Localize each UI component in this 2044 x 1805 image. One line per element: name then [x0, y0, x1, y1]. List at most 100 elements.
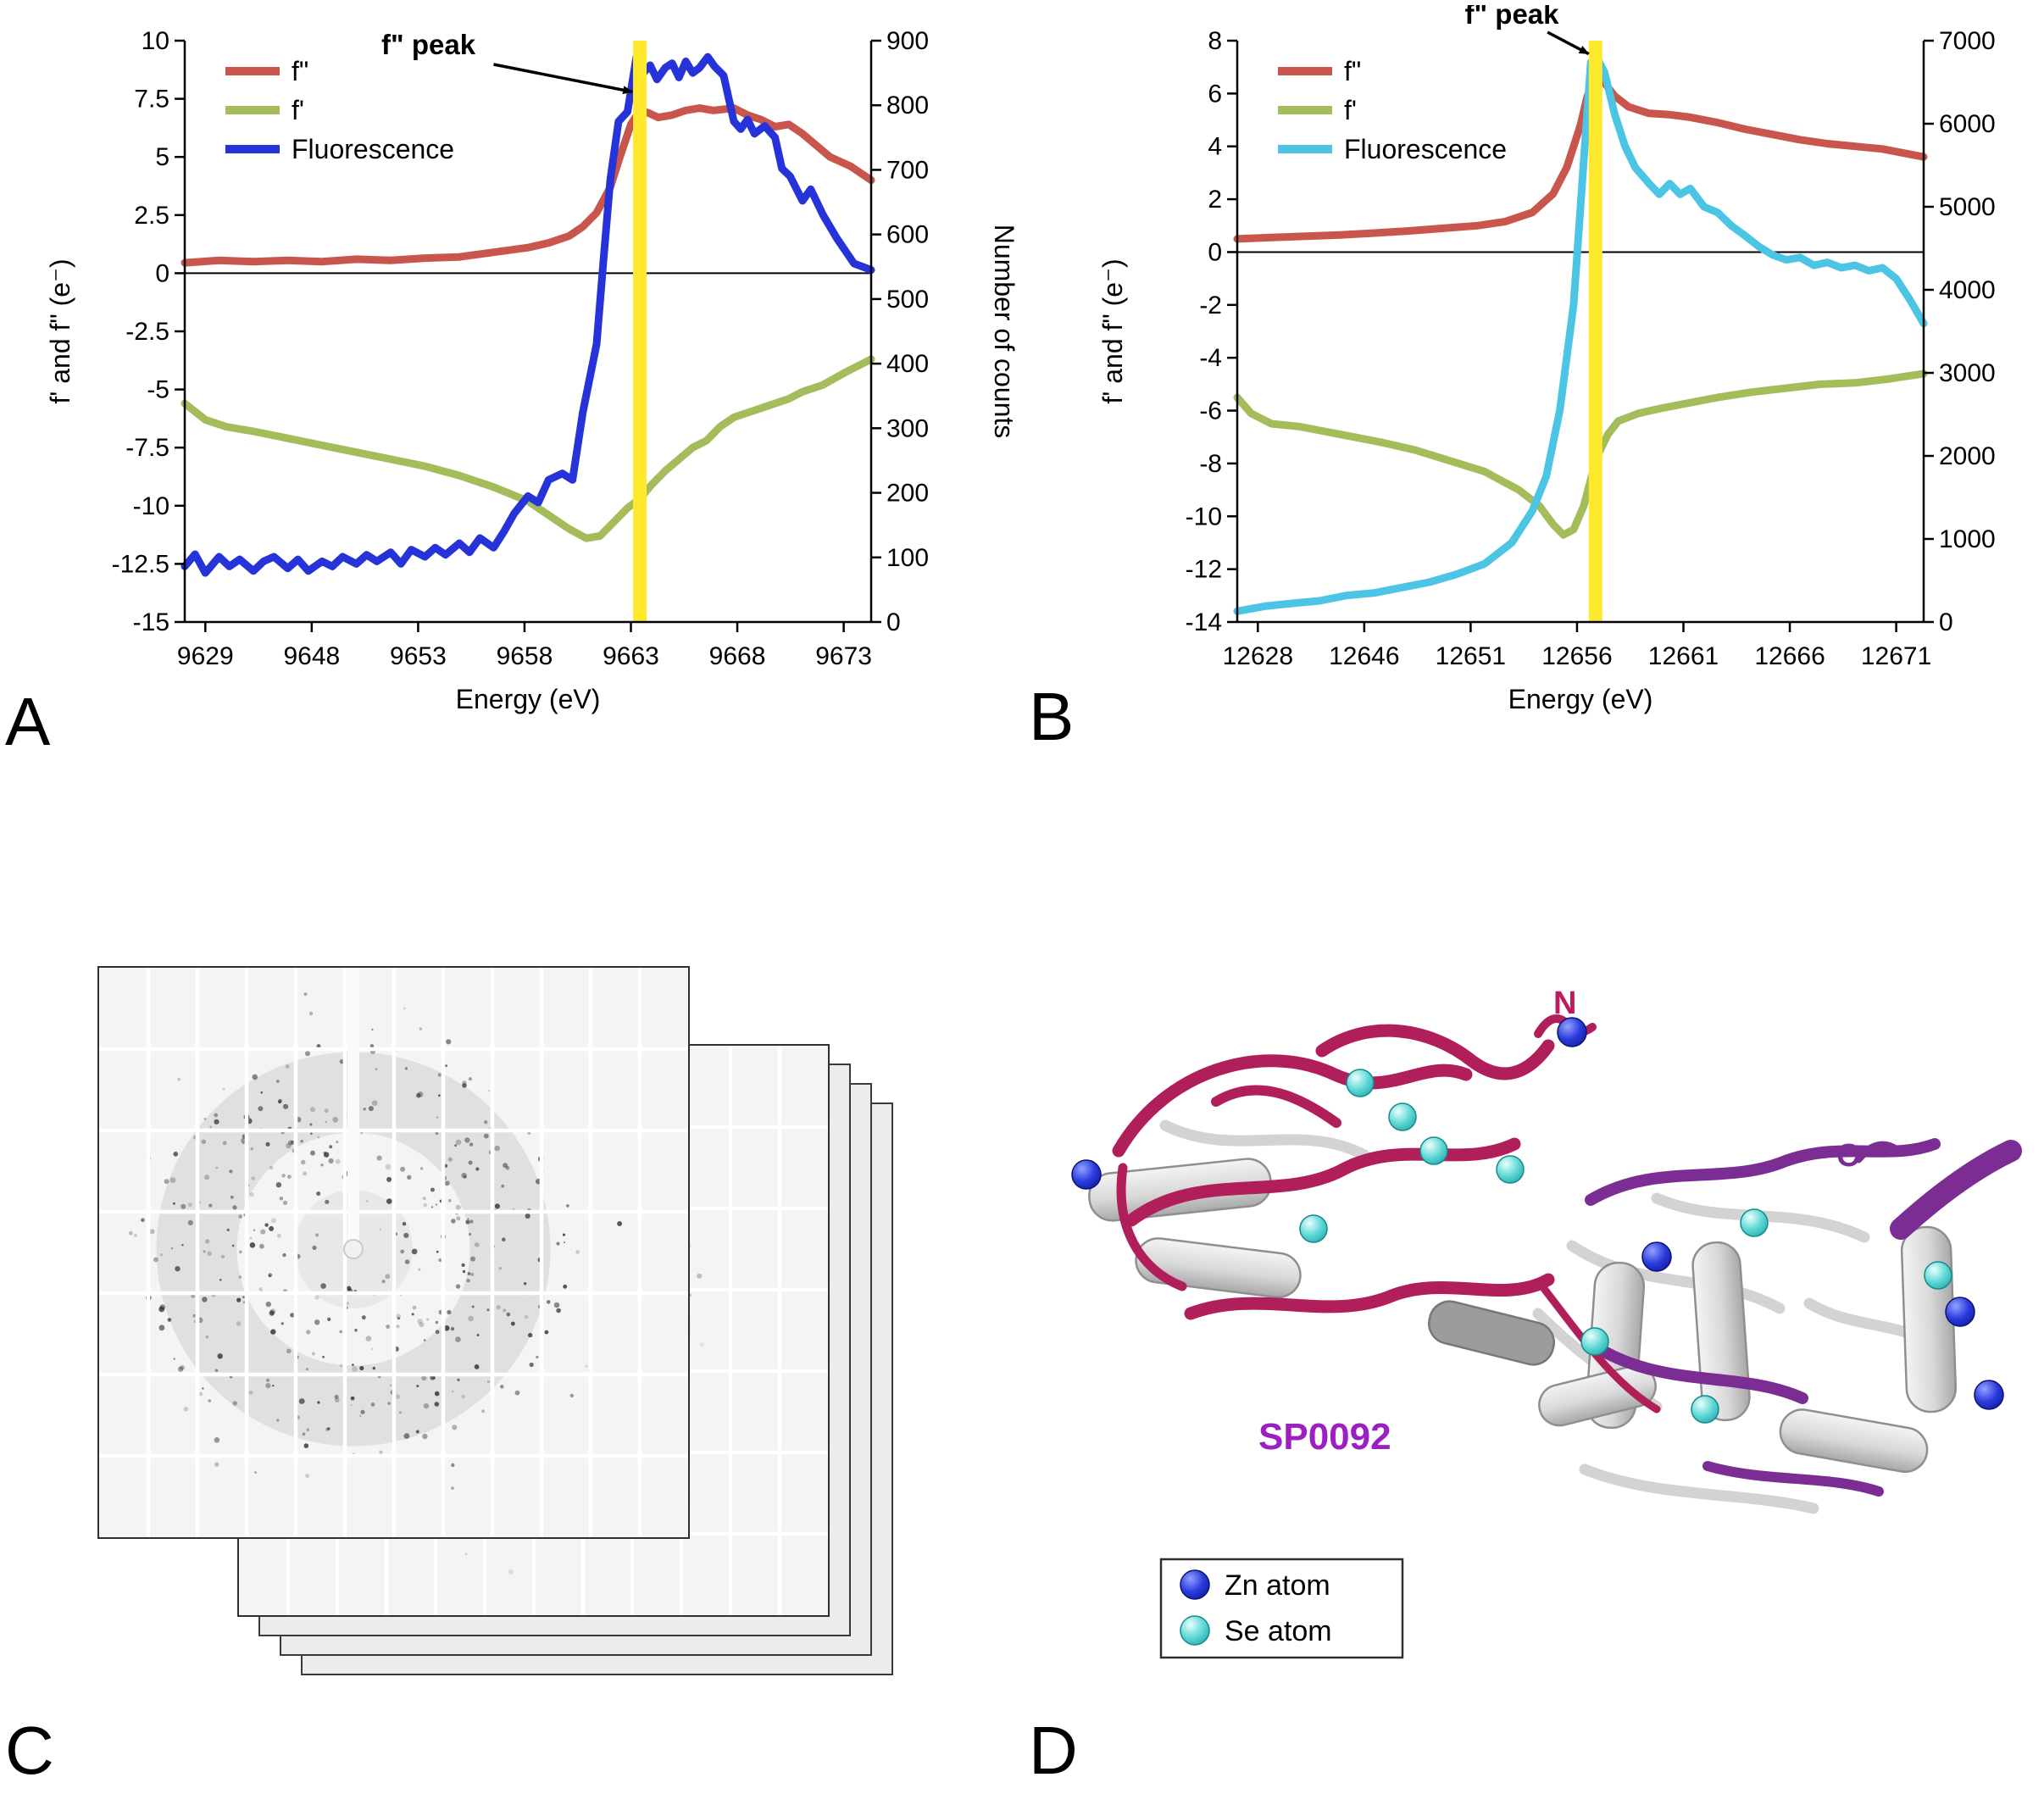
svg-text:300: 300	[886, 414, 929, 442]
svg-text:f": f"	[292, 56, 308, 86]
svg-text:1000: 1000	[1939, 525, 1996, 553]
svg-text:0: 0	[886, 608, 901, 636]
svg-text:200: 200	[886, 480, 929, 508]
svg-text:600: 600	[886, 221, 929, 249]
svg-text:Fluorescence: Fluorescence	[292, 134, 454, 164]
se-legend-sphere	[1180, 1615, 1210, 1646]
protein-structure-panel: N C SP0092 Zn atom Se atom	[1071, 986, 2022, 1659]
series	[181, 53, 875, 577]
svg-text:4000: 4000	[1939, 276, 1996, 304]
zn-atom-sphere	[1974, 1380, 2004, 1410]
legend: f" f' Fluorescence	[1278, 56, 1507, 164]
right-axis-title: Number of counts	[989, 225, 1015, 439]
svg-text:-14: -14	[1186, 608, 1222, 636]
detector-grid	[99, 968, 688, 1537]
zn-legend-sphere	[1180, 1569, 1210, 1600]
svg-text:6: 6	[1208, 80, 1222, 108]
svg-text:12651: 12651	[1436, 642, 1506, 670]
zn-atom-sphere	[1557, 1017, 1587, 1047]
svg-text:6000: 6000	[1939, 110, 1996, 138]
panel-label-b: B	[1029, 679, 1075, 754]
structure-legend: Zn atom Se atom	[1159, 1558, 1404, 1659]
zn-atom-sphere	[1945, 1297, 1975, 1327]
protein-cartoon: N C SP0092	[1071, 986, 2022, 1514]
se-atom-sphere	[1419, 1136, 1448, 1165]
diffraction-spots	[108, 983, 623, 1490]
protein-name-label: SP0092	[1258, 1416, 1391, 1458]
helix-cylinder	[1691, 1241, 1751, 1422]
svg-text:-2: -2	[1199, 292, 1222, 319]
left-axis-title: f' and f" (e⁻)	[1097, 258, 1128, 403]
svg-text:-7.5: -7.5	[125, 434, 169, 462]
svg-text:2000: 2000	[1939, 442, 1996, 470]
panel-label-d: D	[1029, 1713, 1078, 1788]
series-fluorescence	[1233, 55, 1928, 615]
se-atom-sphere	[1740, 1208, 1769, 1237]
svg-text:f" peak: f" peak	[381, 29, 476, 60]
svg-text:f" peak: f" peak	[1464, 5, 1559, 30]
svg-text:5: 5	[155, 143, 169, 171]
svg-text:f': f'	[1344, 95, 1357, 125]
n-terminus-label: N	[1553, 986, 1576, 1021]
zn-atom-sphere	[1641, 1241, 1672, 1272]
svg-text:0: 0	[1939, 608, 1953, 636]
se-atom-sphere	[1346, 1069, 1375, 1097]
svg-text:12628: 12628	[1223, 642, 1293, 670]
svg-text:7.5: 7.5	[134, 86, 169, 114]
helix-cylinder	[1779, 1408, 1929, 1474]
zn-legend-label: Zn atom	[1225, 1569, 1330, 1602]
svg-text:-8: -8	[1199, 450, 1222, 478]
helix-cylinder	[1428, 1300, 1555, 1366]
svg-text:f': f'	[292, 95, 304, 125]
x-axis-title: Energy (eV)	[1508, 684, 1653, 714]
svg-text:-10: -10	[133, 492, 169, 520]
svg-text:f": f"	[1344, 56, 1361, 86]
series-f-double-prime	[181, 104, 875, 267]
svg-text:5000: 5000	[1939, 193, 1996, 221]
svg-text:0: 0	[155, 259, 169, 287]
peak-annotation: f" peak	[381, 29, 634, 95]
legend: f" f' Fluorescence	[225, 56, 454, 164]
series	[1233, 55, 1928, 615]
se-atom-sphere	[1924, 1261, 1952, 1290]
svg-text:-4: -4	[1199, 344, 1222, 372]
svg-text:9629: 9629	[177, 642, 234, 670]
c-terminus-label: C	[1836, 1138, 1859, 1174]
svg-text:9648: 9648	[283, 642, 340, 670]
svg-text:500: 500	[886, 286, 929, 314]
annotation-arrow	[1547, 31, 1590, 56]
se-atom-sphere	[1299, 1214, 1328, 1243]
beamstop	[343, 1239, 364, 1259]
svg-text:12671: 12671	[1861, 642, 1931, 670]
helix-cylinder	[1088, 1158, 1272, 1222]
x-axis-title: Energy (eV)	[456, 684, 601, 714]
se-legend-label: Se atom	[1225, 1615, 1332, 1647]
svg-text:7000: 7000	[1939, 27, 1996, 55]
se-atom-sphere	[1580, 1327, 1609, 1356]
svg-text:100: 100	[886, 544, 929, 572]
svg-text:9668: 9668	[709, 642, 766, 670]
svg-text:4: 4	[1208, 133, 1222, 161]
svg-text:2.5: 2.5	[134, 202, 169, 230]
se-atom-sphere	[1496, 1155, 1525, 1184]
svg-text:-2.5: -2.5	[125, 318, 169, 346]
svg-text:-6: -6	[1199, 397, 1222, 425]
beamstop-arm	[347, 968, 359, 1244]
peak-highlight-band	[1588, 41, 1602, 622]
se-atom-sphere	[1691, 1395, 1719, 1424]
svg-text:-5: -5	[147, 376, 169, 404]
svg-text:12661: 12661	[1648, 642, 1719, 670]
series-f-prime	[1233, 369, 1928, 539]
annotation-arrow	[493, 63, 634, 95]
se-atom-sphere	[1388, 1102, 1417, 1131]
series-f-prime	[181, 355, 875, 542]
panel-b-anomalous-scan-chart: 8 6 4 2 0 -2 -4 -6 -8 -10 -12 -14 7000 6000 5000 4000 30…	[1097, 5, 2044, 714]
svg-text:900: 900	[886, 27, 929, 55]
svg-text:9658: 9658	[497, 642, 553, 670]
svg-text:400: 400	[886, 350, 929, 378]
peak-annotation: f" peak	[1464, 5, 1590, 56]
svg-text:9663: 9663	[603, 642, 659, 670]
panel-a-anomalous-scan-chart: 10 7.5 5 2.5 0 -2.5 -5 -7.5 -10 -12.5 -15 900 800 700…	[45, 27, 1015, 714]
svg-text:12646: 12646	[1329, 642, 1399, 670]
svg-text:10: 10	[142, 27, 169, 55]
